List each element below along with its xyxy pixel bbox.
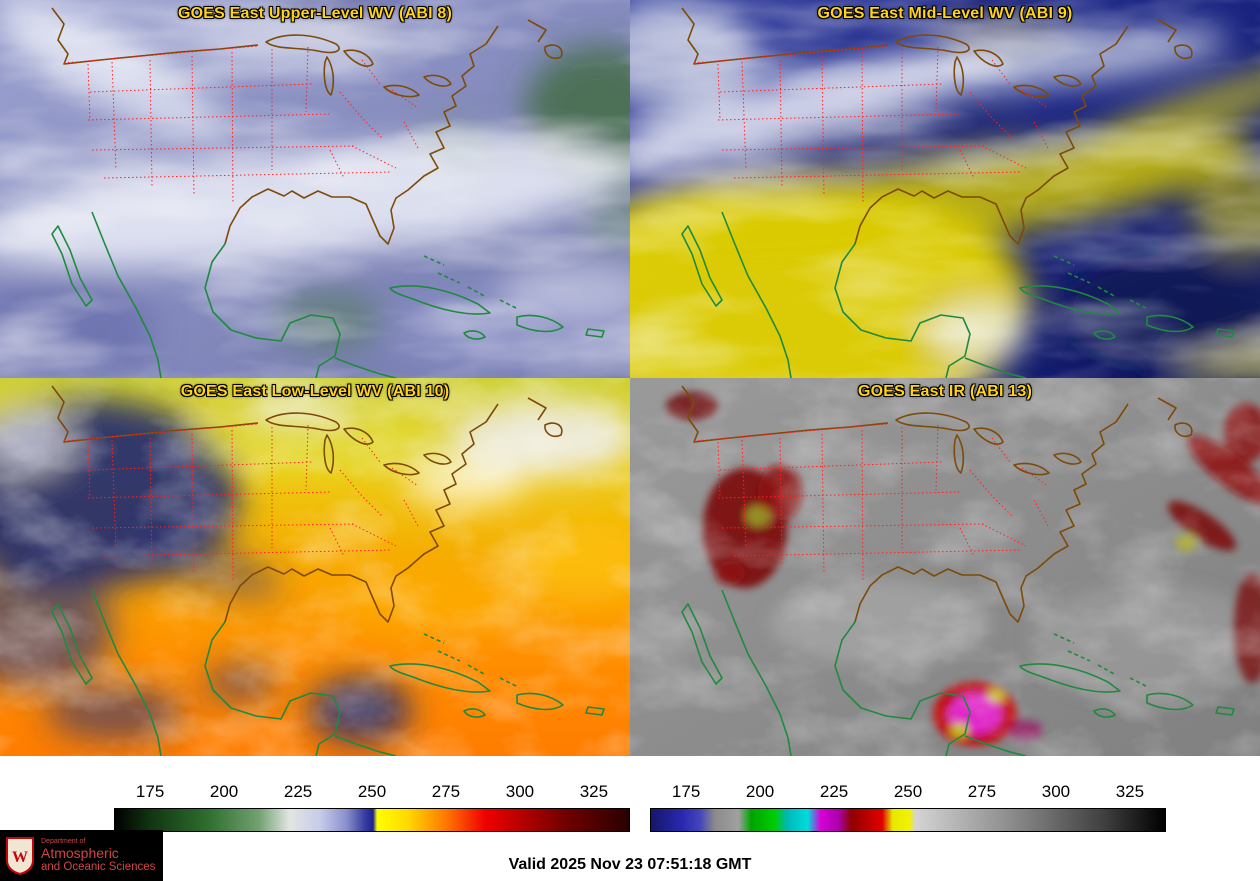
panel-mid-level-wv: GOES East Mid-Level WV (ABI 9) bbox=[630, 0, 1260, 378]
satellite-image-abi13 bbox=[630, 378, 1260, 756]
tick-label: 300 bbox=[505, 782, 535, 801]
ir-colorbar bbox=[650, 808, 1166, 832]
wv-colorbar-ticks: 175 200 225 250 275 300 325 bbox=[114, 782, 630, 806]
tick-label: 250 bbox=[357, 782, 387, 801]
tick-label: 325 bbox=[579, 782, 609, 801]
valid-time-label: Valid 2025 Nov 23 07:51:18 GMT bbox=[508, 856, 752, 873]
panel-title-abi13: GOES East IR (ABI 13) bbox=[857, 383, 1033, 400]
panel-upper-level-wv: GOES East Upper-Level WV (ABI 8) bbox=[0, 0, 630, 378]
satellite-image-abi8 bbox=[0, 0, 630, 378]
tick-label: 300 bbox=[1041, 782, 1071, 801]
logo-line2: and Oceanic Sciences bbox=[41, 860, 156, 873]
panel-title-abi10: GOES East Low-Level WV (ABI 10) bbox=[180, 383, 450, 400]
logo-line1: Atmospheric bbox=[41, 844, 119, 861]
crest-letter: W bbox=[12, 849, 28, 866]
quadpanel-grid: GOES East Upper-Level WV (ABI 8) bbox=[0, 0, 1260, 756]
tick-label: 275 bbox=[431, 782, 461, 801]
logo-text: Department of Atmospheric and Oceanic Sc… bbox=[41, 838, 155, 873]
tick-label: 275 bbox=[967, 782, 997, 801]
ir-colorbar-block: 175 200 225 250 275 300 325 bbox=[650, 782, 1166, 832]
uw-crest-icon: W bbox=[6, 836, 34, 875]
panel-title-abi9: GOES East Mid-Level WV (ABI 9) bbox=[817, 5, 1073, 22]
tick-label: 175 bbox=[671, 782, 701, 801]
satellite-image-abi10 bbox=[0, 378, 630, 756]
tick-label: 200 bbox=[209, 782, 239, 801]
aos-department-logo: W Department of Atmospheric and Oceanic … bbox=[0, 830, 163, 881]
panel-low-level-wv: GOES East Low-Level WV (ABI 10) bbox=[0, 378, 630, 756]
tick-label: 225 bbox=[283, 782, 313, 801]
panel-ir: GOES East IR (ABI 13) bbox=[630, 378, 1260, 756]
tick-label: 250 bbox=[893, 782, 923, 801]
tick-label: 175 bbox=[135, 782, 165, 801]
tick-label: 225 bbox=[819, 782, 849, 801]
tick-label: 325 bbox=[1115, 782, 1145, 801]
ir-colorbar-ticks: 175 200 225 250 275 300 325 bbox=[650, 782, 1166, 806]
footer: 175 200 225 250 275 300 325 175 200 225 … bbox=[0, 756, 1260, 881]
wv-colorbar bbox=[114, 808, 630, 832]
tick-label: 200 bbox=[745, 782, 775, 801]
panel-title-abi8: GOES East Upper-Level WV (ABI 8) bbox=[177, 5, 452, 22]
wv-colorbar-block: 175 200 225 250 275 300 325 bbox=[114, 782, 630, 832]
satellite-image-abi9 bbox=[630, 0, 1260, 378]
logo-department-of: Department of bbox=[41, 837, 86, 845]
